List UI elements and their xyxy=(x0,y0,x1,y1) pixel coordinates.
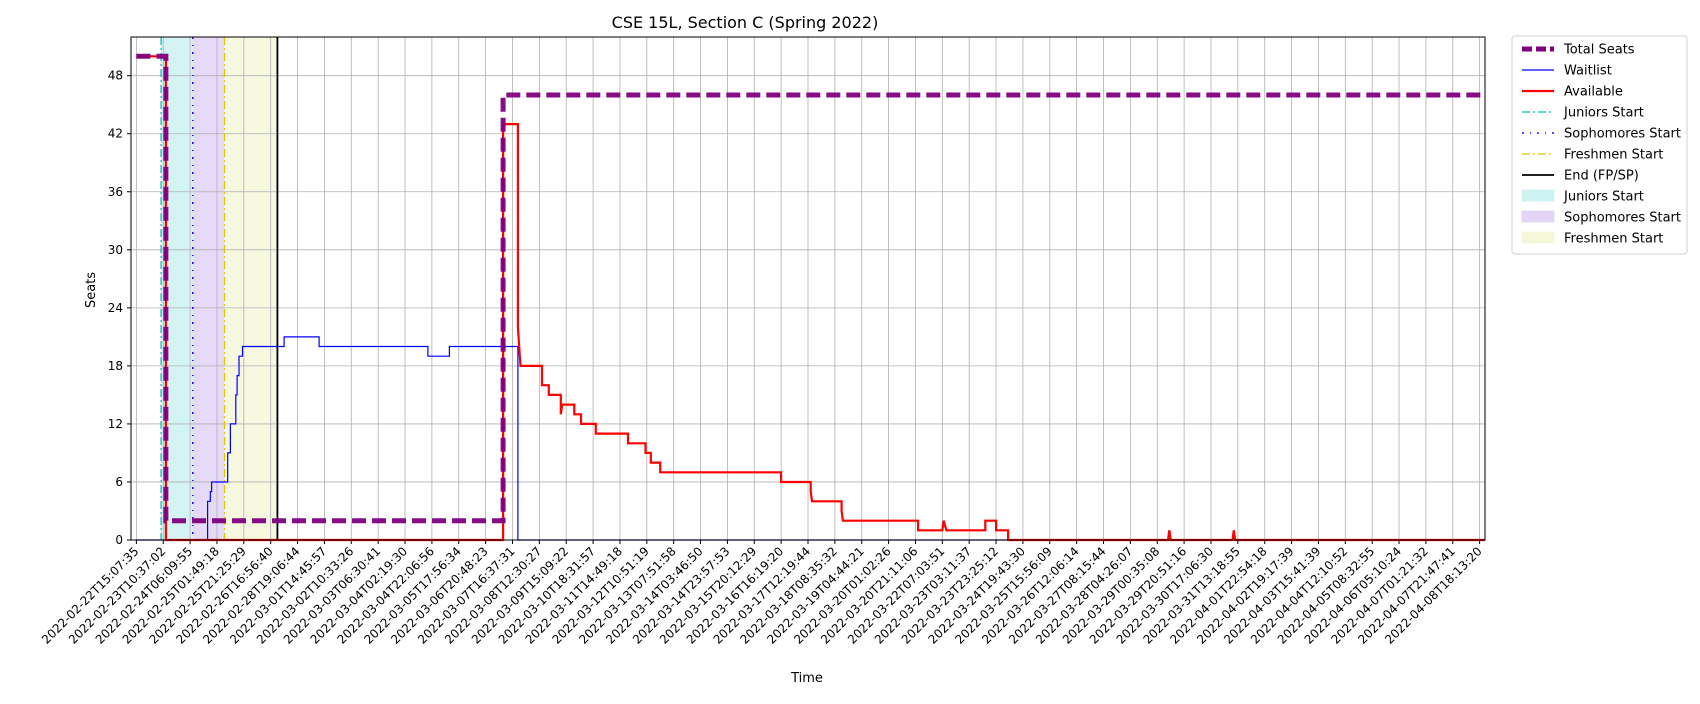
shaded-region-1 xyxy=(192,37,225,540)
legend-label-4: Sophomores Start xyxy=(1564,127,1681,142)
x-axis-label: Time xyxy=(790,671,823,686)
y-axis-label: Seats xyxy=(84,272,99,308)
legend: Total Seats Waitlist Available Juniors Star… xyxy=(1511,35,1688,255)
y-tick-label: 24 xyxy=(108,301,123,315)
y-tick-label: 30 xyxy=(108,243,123,257)
legend-label-6: End (FP/SP) xyxy=(1564,169,1639,184)
legend-label-3: Juniors Start xyxy=(1563,106,1644,121)
legend-label-1: Waitlist xyxy=(1564,64,1612,79)
legend-box xyxy=(1511,35,1688,255)
legend-label-5: Freshmen Start xyxy=(1564,148,1663,163)
legend-label-7: Juniors Start xyxy=(1563,190,1644,205)
y-tick-label: 42 xyxy=(108,127,123,141)
y-tick-label: 6 xyxy=(115,475,123,489)
legend-swatch-7 xyxy=(1521,189,1555,202)
series-line-2 xyxy=(136,55,1485,542)
legend-label-9: Freshmen Start xyxy=(1564,232,1663,247)
series-line-0 xyxy=(136,53,1485,524)
y-tick-label: 12 xyxy=(108,417,123,431)
chart-title: CSE 15L, Section C (Spring 2022) xyxy=(612,13,879,32)
y-tick-label: 0 xyxy=(115,533,123,547)
series-line-1 xyxy=(136,336,1485,541)
legend-label-8: Sophomores Start xyxy=(1564,211,1681,226)
y-tick-label: 18 xyxy=(108,359,123,373)
plot-area: 06121824303642482022-02-22T15:07:352022-… xyxy=(39,36,1486,647)
legend-swatch-9 xyxy=(1521,231,1555,244)
shaded-region-2 xyxy=(224,37,278,540)
y-tick-label: 48 xyxy=(108,69,123,83)
legend-label-0: Total Seats xyxy=(1563,43,1635,58)
y-tick-label: 36 xyxy=(108,185,123,199)
legend-swatch-8 xyxy=(1521,210,1555,223)
legend-label-2: Available xyxy=(1564,85,1623,100)
